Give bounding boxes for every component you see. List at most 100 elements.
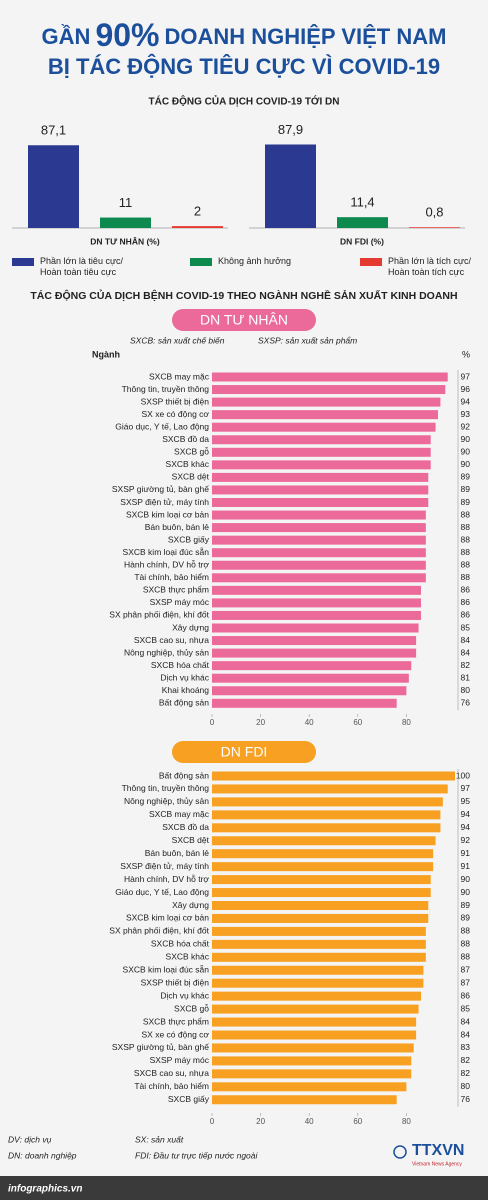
bar [212, 823, 441, 833]
bar [212, 636, 417, 646]
category-label: Bất động sản [159, 770, 209, 780]
x-tick-label: 20 [256, 718, 265, 727]
value-label: 82 [461, 1055, 471, 1065]
x-tick-label: 60 [353, 1117, 362, 1126]
value-label: 86 [461, 990, 471, 1000]
category-label: SXCB kim loại cơ bản [126, 509, 209, 519]
value-label: 84 [461, 1016, 471, 1026]
value-label: 90 [461, 459, 471, 469]
bar [212, 585, 421, 595]
value-label: 87 [461, 965, 471, 975]
logo: TTXVN [412, 1142, 464, 1159]
note: SXCB: sản xuất chế biến [130, 335, 225, 345]
category-label: SXCB kim loại cơ bản [126, 913, 209, 923]
value-label: 87,1 [41, 123, 66, 138]
pill [172, 309, 316, 331]
bar [212, 560, 426, 570]
chart-title: TÁC ĐỘNG CỦA DỊCH COVID-19 TỚI DN [149, 95, 340, 108]
bar [212, 498, 429, 507]
bar [212, 1095, 397, 1105]
value-label: 88 [461, 509, 471, 519]
value-label: 89 [461, 497, 471, 507]
value-label: 82 [461, 1068, 471, 1078]
category-label: Thông tin, truyền thông [122, 384, 210, 394]
category-label: Bán buôn, bán lẻ [145, 522, 210, 532]
bar [212, 385, 446, 395]
bar [212, 598, 421, 608]
category-label: SXSP điện tử, máy tính [120, 861, 209, 871]
bar [172, 226, 223, 228]
category-label: SXCB dệt [172, 835, 210, 845]
bar [265, 144, 316, 228]
category-label: SXSP thiết bị điện [141, 977, 210, 987]
bar [212, 648, 417, 658]
column-header: % [462, 349, 470, 359]
pill [172, 741, 316, 763]
category-label: Bất động sản [159, 698, 209, 708]
title-highlight: 90% [95, 17, 159, 53]
bar [212, 862, 434, 872]
value-label: 94 [461, 809, 471, 819]
bar [212, 372, 448, 382]
category-label: SXCB khác [166, 952, 210, 962]
bar [337, 217, 388, 228]
title-line-1: GẦN 90% DOANH NGHIỆP VIỆT NAM [42, 17, 447, 53]
value-label: 0,8 [425, 205, 443, 220]
category-label: SXCB kim loại đúc sẵn [123, 547, 210, 557]
value-label: 84 [461, 1029, 471, 1039]
value-label: 2 [194, 204, 201, 219]
category-label: Tài chính, bảo hiểm [134, 572, 209, 582]
category-label: SXCB giấy [168, 534, 210, 544]
x-tick-label: 80 [402, 1117, 411, 1126]
value-label: 89 [461, 900, 471, 910]
value-label: 85 [461, 1003, 471, 1013]
site: infographics.vn [8, 1184, 82, 1195]
category-label: SXCB gỗ [174, 447, 209, 457]
value-label: 88 [461, 952, 471, 962]
value-label: 90 [461, 887, 471, 897]
value-label: 97 [461, 783, 471, 793]
bar [212, 422, 436, 432]
bar [212, 978, 424, 988]
legend-swatch [360, 258, 382, 266]
value-label: 80 [461, 685, 471, 695]
category-label: Hành chính, DV hỗ trợ [124, 874, 209, 884]
category-label: SXCB may mặc [149, 371, 210, 381]
panel-label: DN FDI (%) [340, 236, 384, 246]
bar [212, 623, 419, 633]
bar [212, 523, 426, 533]
category-label: Dịch vụ khác [160, 990, 209, 1000]
category-label: SXCB hóa chất [151, 660, 210, 670]
bar [212, 991, 421, 1001]
category-label: Thông tin, truyền thông [122, 783, 210, 793]
footer-note: FDI: Đầu tư trực tiếp nước ngoài [135, 1150, 259, 1160]
title-pre: GẦN [42, 24, 91, 49]
category-label: Bán buôn, bán lẻ [145, 848, 210, 858]
bar [212, 797, 443, 807]
bar [212, 460, 431, 470]
category-label: SX xe có động cơ [142, 1029, 210, 1039]
category-label: SXCB dệt [172, 472, 210, 482]
x-tick-label: 40 [305, 1117, 314, 1126]
bar [212, 548, 426, 558]
value-label: 80 [461, 1081, 471, 1091]
bar [212, 784, 448, 794]
category-label: SXCB khác [166, 459, 210, 469]
value-label: 88 [461, 560, 471, 570]
value-label: 90 [461, 434, 471, 444]
category-label: Nông nghiệp, thủy sản [124, 796, 209, 806]
bar [212, 1056, 412, 1066]
value-label: 86 [461, 585, 471, 595]
value-label: 91 [461, 861, 471, 871]
bar [212, 510, 426, 520]
category-label: Tài chính, bảo hiểm [134, 1081, 209, 1091]
category-label: SXCB hóa chất [151, 939, 210, 949]
value-label: 94 [461, 822, 471, 832]
bar [100, 217, 151, 228]
category-label: SXCB may mặc [149, 809, 210, 819]
bar [212, 535, 426, 545]
value-label: 90 [461, 874, 471, 884]
copyright-icon [393, 1145, 407, 1159]
category-label: Nông nghiệp, thủy sản [124, 647, 209, 657]
bar [212, 836, 436, 846]
